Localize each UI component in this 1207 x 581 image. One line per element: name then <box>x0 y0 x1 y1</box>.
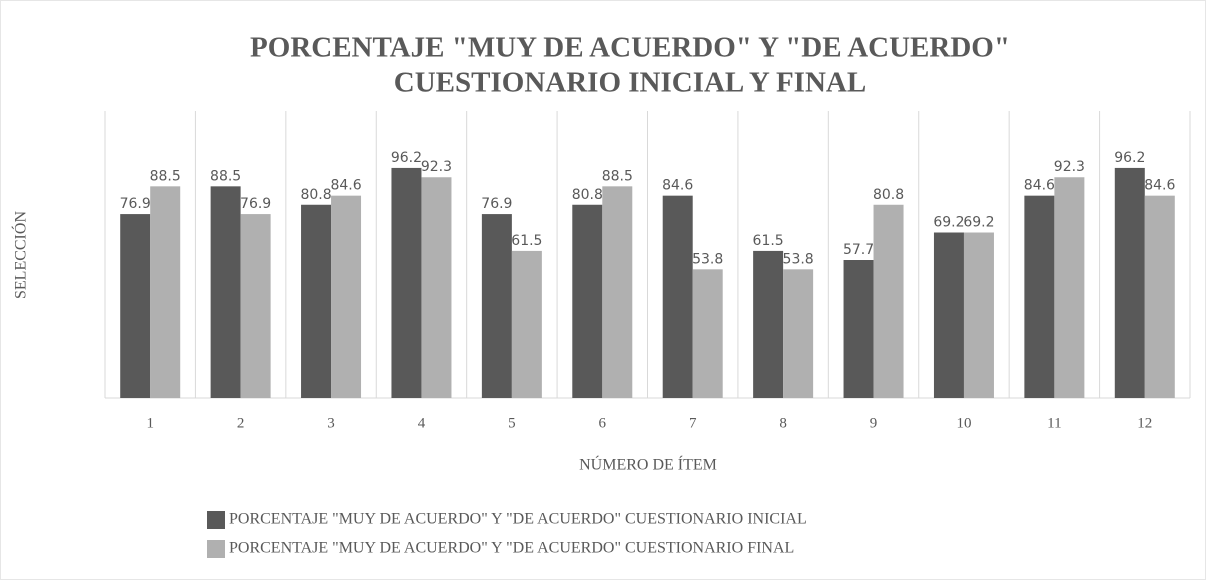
data-label: 76.9 <box>240 196 271 212</box>
data-label: 92.3 <box>421 159 452 175</box>
x-tick-label: 7 <box>689 415 697 431</box>
data-label: 84.6 <box>1144 178 1175 194</box>
x-tick-label: 8 <box>779 415 787 431</box>
data-label: 80.8 <box>572 187 603 203</box>
data-label: 88.5 <box>210 168 241 184</box>
legend-label: PORCENTAJE "MUY DE ACUERDO" Y "DE ACUERD… <box>229 540 794 557</box>
bar <box>240 214 271 398</box>
x-tick-label: 4 <box>418 415 426 431</box>
bar <box>210 186 241 398</box>
x-tick-label: 11 <box>1047 415 1061 431</box>
bar <box>331 195 362 398</box>
data-label: 88.5 <box>602 168 633 184</box>
data-label: 96.2 <box>391 150 422 166</box>
data-label: 80.8 <box>300 187 331 203</box>
chart-title: PORCENTAJE "MUY DE ACUERDO" Y "DE ACUERD… <box>250 32 1010 64</box>
data-label: 53.8 <box>783 251 814 267</box>
bar <box>602 186 633 398</box>
bar <box>120 214 151 398</box>
data-label: 84.6 <box>662 178 693 194</box>
data-label: 96.2 <box>1114 150 1145 166</box>
data-label: 84.6 <box>330 178 361 194</box>
bar <box>481 214 512 398</box>
x-tick-label: 1 <box>146 415 154 431</box>
bar <box>150 186 181 398</box>
legend-swatch <box>207 511 225 529</box>
bar <box>1114 167 1145 398</box>
bar <box>662 195 693 398</box>
bar <box>301 204 332 398</box>
chart-title: CUESTIONARIO INICIAL Y FINAL <box>394 67 866 99</box>
bar <box>391 167 422 398</box>
data-label: 61.5 <box>511 233 542 249</box>
data-label: 53.8 <box>692 251 723 267</box>
bar <box>783 269 814 398</box>
data-label: 88.5 <box>150 168 181 184</box>
bar <box>1024 195 1055 398</box>
bar <box>572 204 603 398</box>
x-tick-label: 5 <box>508 415 516 431</box>
data-label: 69.2 <box>963 214 994 230</box>
legend-label: PORCENTAJE "MUY DE ACUERDO" Y "DE ACUERD… <box>229 511 807 528</box>
data-label: 57.7 <box>843 242 874 258</box>
legend-swatch <box>207 540 225 558</box>
data-label: 92.3 <box>1054 159 1085 175</box>
bar <box>1144 195 1175 398</box>
x-tick-label: 2 <box>237 415 245 431</box>
bar <box>692 269 723 398</box>
x-tick-label: 10 <box>956 415 971 431</box>
x-tick-label: 12 <box>1137 415 1152 431</box>
data-label: 80.8 <box>873 187 904 203</box>
x-axis-label: NÚMERO DE ÍTEM <box>579 455 717 474</box>
bar <box>963 232 994 398</box>
bar <box>421 177 452 398</box>
x-tick-label: 3 <box>327 415 335 431</box>
data-label: 76.9 <box>481 196 512 212</box>
data-label: 61.5 <box>753 233 784 249</box>
data-label: 84.6 <box>1024 178 1055 194</box>
bar <box>873 204 904 398</box>
bar <box>843 260 874 398</box>
data-label: 69.2 <box>933 214 964 230</box>
y-axis-label: SELECCIÓN <box>11 211 30 299</box>
x-tick-label: 6 <box>599 415 607 431</box>
bar <box>753 250 784 398</box>
data-label: 76.9 <box>120 196 151 212</box>
x-tick-label: 9 <box>870 415 878 431</box>
bar <box>933 232 964 398</box>
bar <box>1054 177 1085 398</box>
bar <box>511 250 542 398</box>
